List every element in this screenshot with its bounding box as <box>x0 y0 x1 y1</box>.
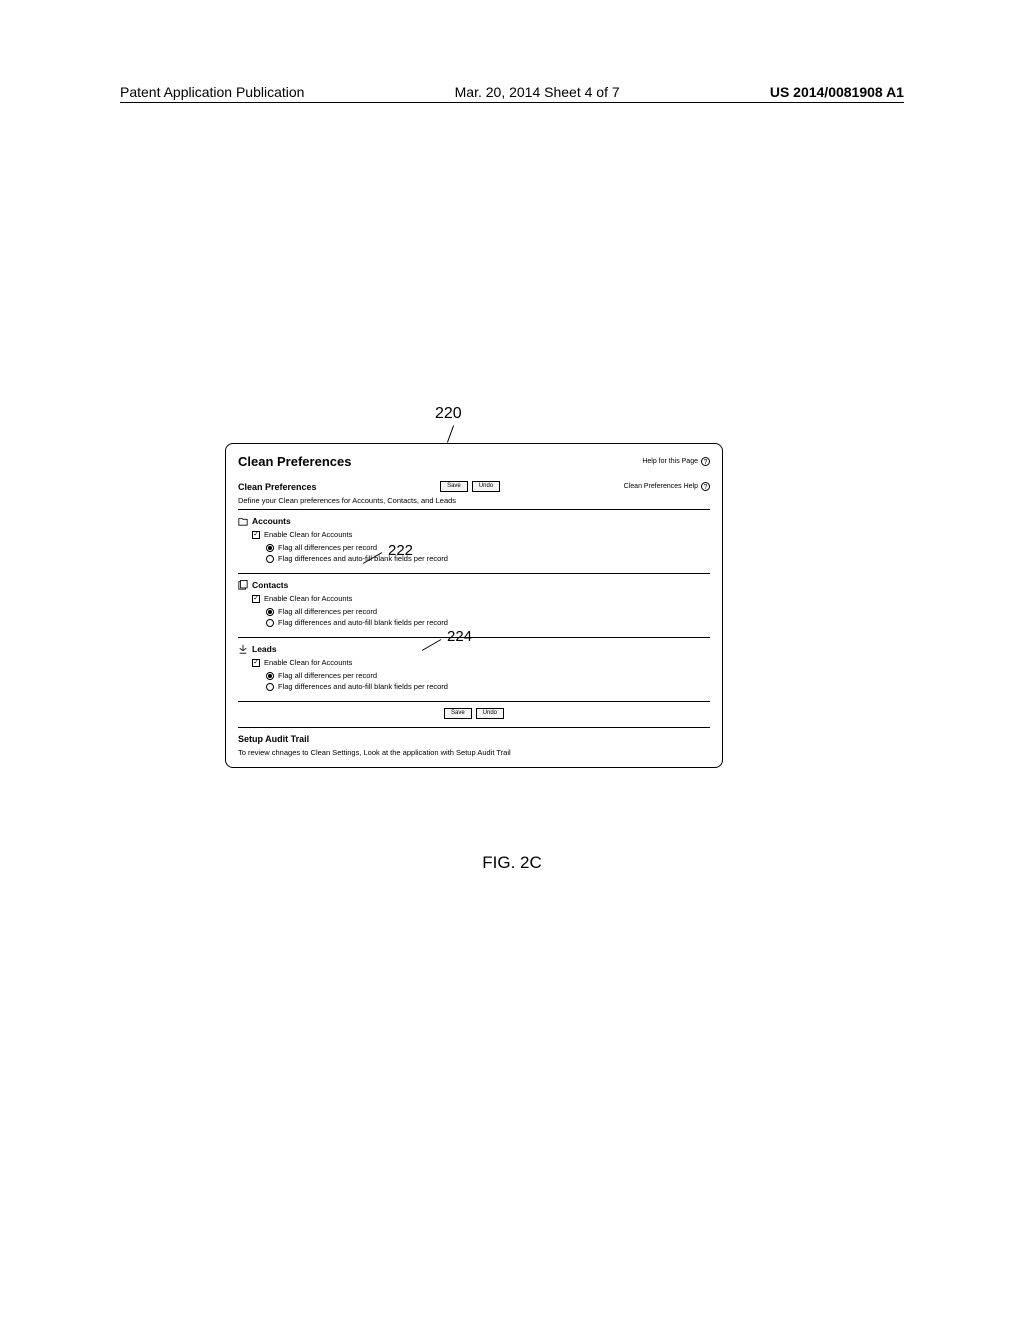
top-button-group: Save Undo <box>440 481 500 492</box>
help-for-page-link[interactable]: Help for this Page ? <box>642 457 710 466</box>
header-left: Patent Application Publication <box>120 84 304 100</box>
radio-unselected-icon <box>266 555 274 563</box>
contacts-header: Contacts <box>238 580 710 594</box>
radio-unselected-icon <box>266 683 274 691</box>
leads-enable-label: Enable Clean for Accounts <box>264 658 352 667</box>
sub-description: Define your Clean preferences for Accoun… <box>238 496 710 509</box>
contacts-radio-flag-all[interactable]: Flag all differences per record <box>238 607 710 618</box>
contacts-enable-row[interactable]: ✓ Enable Clean for Accounts <box>238 594 710 607</box>
save-button-top[interactable]: Save <box>440 481 468 492</box>
figure-caption: FIG. 2C <box>0 853 1024 873</box>
callout-220-leader <box>447 425 454 442</box>
accounts-icon <box>238 516 248 526</box>
accounts-opt2-label: Flag differences and auto-fill blank fie… <box>278 554 448 563</box>
accounts-enable-row[interactable]: ✓ Enable Clean for Accounts <box>238 530 710 543</box>
contacts-enable-label: Enable Clean for Accounts <box>264 594 352 603</box>
leads-label: Leads <box>252 644 277 654</box>
contacts-section: Contacts ✓ Enable Clean for Accounts Fla… <box>238 573 710 637</box>
panel-title-row: Clean Preferences Help for this Page ? <box>238 454 710 475</box>
contacts-opt1-label: Flag all differences per record <box>278 607 377 616</box>
checkbox-checked-icon: ✓ <box>252 595 260 603</box>
leads-section: Leads ✓ Enable Clean for Accounts Flag a… <box>238 637 710 701</box>
contacts-label: Contacts <box>252 580 288 590</box>
save-button-bottom[interactable]: Save <box>444 708 472 719</box>
accounts-opt1-label: Flag all differences per record <box>278 543 377 552</box>
help-for-page-text: Help for this Page <box>642 458 698 465</box>
contacts-icon <box>238 580 248 590</box>
clean-preferences-panel: Clean Preferences Help for this Page ? C… <box>225 443 723 768</box>
callout-220-label: 220 <box>435 405 462 423</box>
contacts-opt2-label: Flag differences and auto-fill blank fie… <box>278 618 448 627</box>
contacts-radio-autofill[interactable]: Flag differences and auto-fill blank fie… <box>238 618 710 629</box>
accounts-section: Accounts ✓ Enable Clean for Accounts Fla… <box>238 509 710 573</box>
accounts-enable-label: Enable Clean for Accounts <box>264 530 352 539</box>
clean-preferences-help-link[interactable]: Clean Preferences Help ? <box>624 482 710 491</box>
leads-radio-flag-all[interactable]: Flag all differences per record <box>238 671 710 682</box>
help-icon: ? <box>701 457 710 466</box>
undo-button-bottom[interactable]: Undo <box>476 708 504 719</box>
header-rule <box>120 102 904 103</box>
header-center: Mar. 20, 2014 Sheet 4 of 7 <box>455 84 620 100</box>
leads-radio-autofill[interactable]: Flag differences and auto-fill blank fie… <box>238 682 710 693</box>
audit-trail-desc: To review chnages to Clean Settings, Loo… <box>238 748 710 757</box>
checkbox-checked-icon: ✓ <box>252 531 260 539</box>
sub-header-title: Clean Preferences <box>238 482 317 492</box>
undo-button-top[interactable]: Undo <box>472 481 500 492</box>
header-right: US 2014/0081908 A1 <box>770 84 904 100</box>
accounts-radio-autofill[interactable]: Flag differences and auto-fill blank fie… <box>238 554 710 565</box>
audit-trail-title: Setup Audit Trail <box>238 727 710 744</box>
leads-opt2-label: Flag differences and auto-fill blank fie… <box>278 682 448 691</box>
leads-header: Leads <box>238 644 710 658</box>
radio-selected-icon <box>266 544 274 552</box>
radio-selected-icon <box>266 608 274 616</box>
help-icon: ? <box>701 482 710 491</box>
leads-icon <box>238 644 248 654</box>
leads-enable-row[interactable]: ✓ Enable Clean for Accounts <box>238 658 710 671</box>
accounts-header: Accounts <box>238 516 710 530</box>
accounts-label: Accounts <box>252 516 291 526</box>
patent-page-header: Patent Application Publication Mar. 20, … <box>120 84 904 100</box>
clean-preferences-help-text: Clean Preferences Help <box>624 483 698 490</box>
radio-selected-icon <box>266 672 274 680</box>
sub-header-row: Clean Preferences Save Undo Clean Prefer… <box>238 481 710 492</box>
checkbox-checked-icon: ✓ <box>252 659 260 667</box>
bottom-button-group: Save Undo <box>238 701 710 727</box>
accounts-radio-flag-all[interactable]: Flag all differences per record <box>238 543 710 554</box>
leads-opt1-label: Flag all differences per record <box>278 671 377 680</box>
panel-title: Clean Preferences <box>238 454 351 469</box>
radio-unselected-icon <box>266 619 274 627</box>
